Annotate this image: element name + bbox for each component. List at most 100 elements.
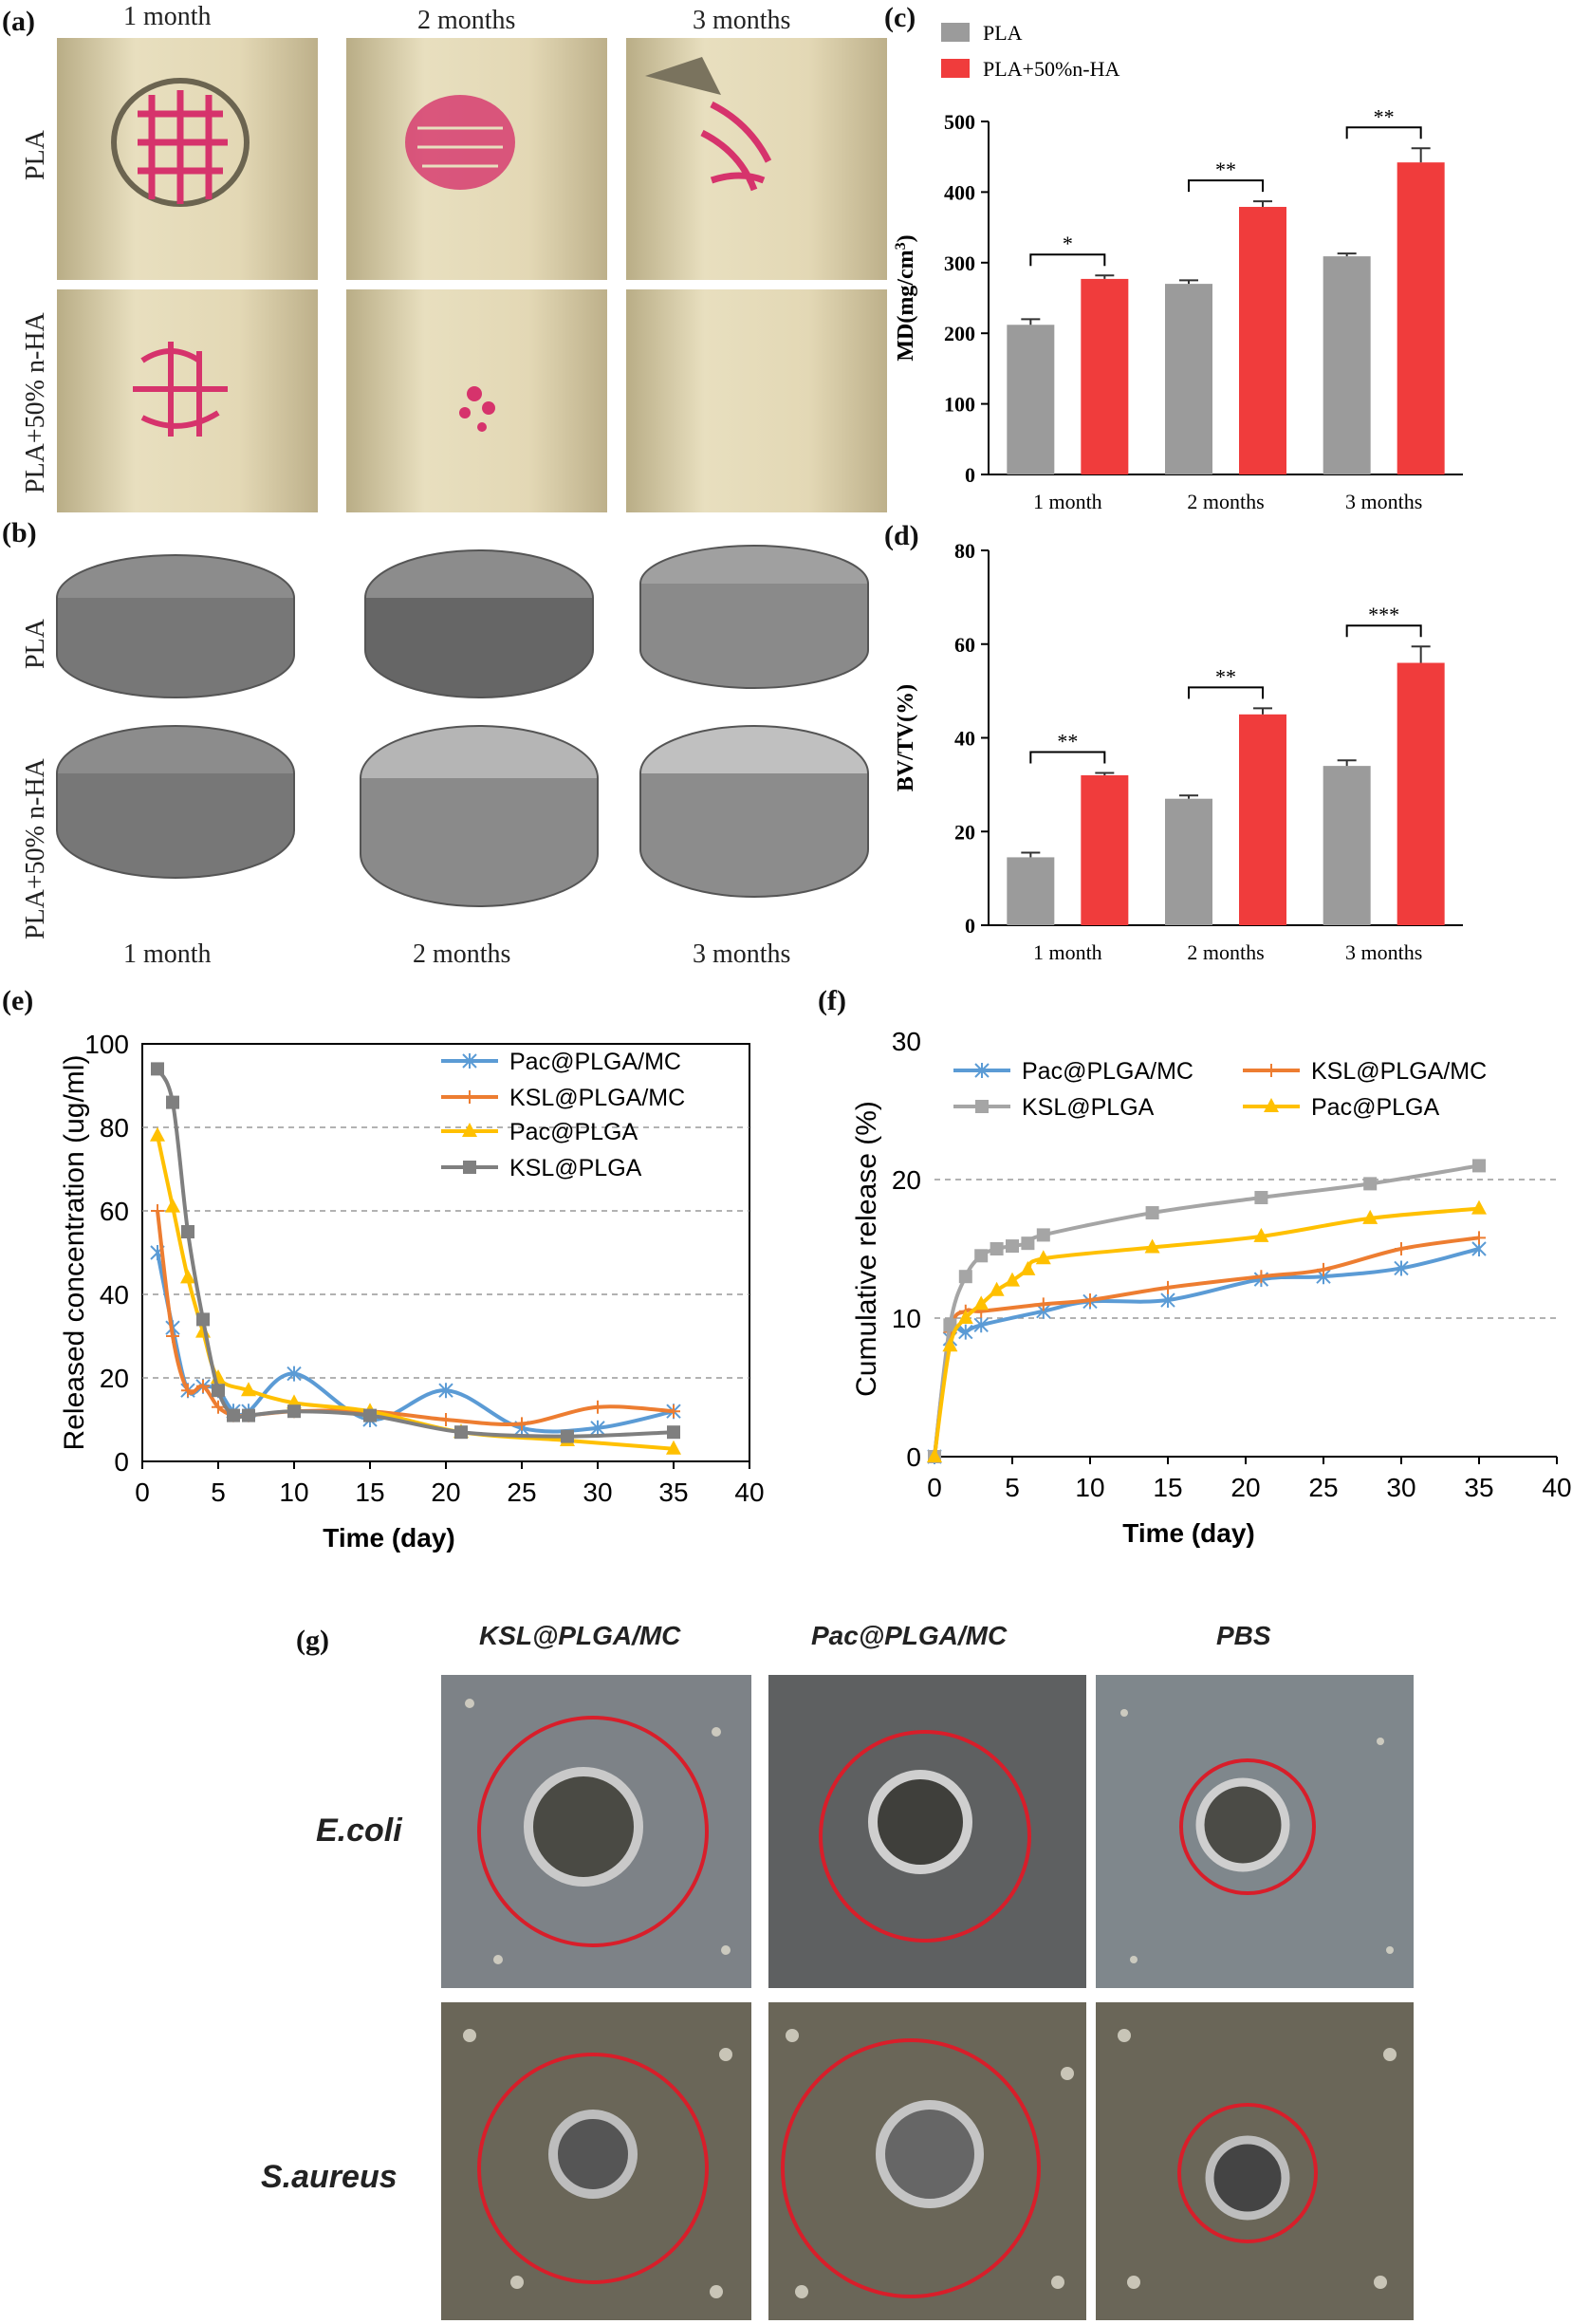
x-tick-label: 1 month (1033, 940, 1102, 964)
point (1020, 1260, 1036, 1275)
sig-bracket (1188, 686, 1264, 699)
y-tick-label: 40 (954, 727, 975, 751)
point (561, 1429, 574, 1443)
point (1471, 1199, 1487, 1215)
panel-label-d: (d) (884, 520, 919, 551)
series-line-0 (156, 1252, 675, 1434)
y-axis-label: Cumulative release (%) (851, 1101, 882, 1397)
bar-1-1 (1239, 207, 1286, 475)
plate-ecoli-ksl (441, 1675, 751, 1988)
point (515, 1417, 528, 1431)
point (196, 1379, 210, 1393)
plate-images (441, 1675, 1414, 2320)
col-label-a-3: 3 months (693, 6, 791, 35)
col-label-b-1: 1 month (123, 939, 212, 969)
point (438, 1383, 453, 1399)
plate-saureus-pac (768, 2002, 1086, 2320)
point (363, 1408, 377, 1422)
point (1036, 1297, 1050, 1311)
point (463, 1161, 476, 1174)
point (990, 1242, 1004, 1255)
ct-image-pla-1m (57, 38, 318, 280)
panel-label-b: (b) (2, 517, 37, 548)
sig-bracket (1345, 126, 1422, 139)
plate-ecoli-pac (768, 1675, 1086, 1988)
point (1253, 1227, 1269, 1242)
panel-label-e: (e) (2, 985, 34, 1016)
bar-1-0 (1081, 278, 1129, 474)
point (454, 1425, 468, 1440)
point (151, 1062, 164, 1076)
plate-col-pac-mc: Pac@PLGA/MC (811, 1621, 1008, 1650)
plate-col-ksl-mc: KSL@PLGA/MC (479, 1621, 681, 1650)
ct-image-plaha-2m (346, 289, 607, 512)
legend-label: Pac@PLGA (1311, 1094, 1439, 1121)
x-tick-label: 15 (1153, 1473, 1182, 1502)
col-label-b-2: 2 months (413, 939, 511, 969)
point (1006, 1239, 1019, 1254)
y-tick-label: 0 (114, 1447, 129, 1477)
point (181, 1384, 194, 1398)
point (1161, 1280, 1175, 1294)
plate-ecoli-pbs (1096, 1675, 1414, 1988)
point (1363, 1177, 1378, 1191)
point (943, 1318, 957, 1332)
point (591, 1400, 604, 1414)
x-tick-label: 20 (431, 1478, 460, 1507)
bar-0-2 (1323, 766, 1371, 925)
point (165, 1198, 180, 1213)
point (227, 1408, 240, 1422)
x-tick-label: 5 (211, 1478, 226, 1507)
point (958, 1270, 972, 1284)
x-tick-label: 40 (1542, 1473, 1571, 1502)
bar-0-1 (1165, 284, 1212, 474)
row-label-a-plaha: PLA+50% n-HA (21, 312, 50, 493)
x-tick-label: 25 (1308, 1473, 1338, 1502)
panel-label-f: (f) (818, 985, 846, 1016)
point (439, 1413, 453, 1426)
legend-swatch (941, 23, 970, 42)
legend-label: KSL@PLGA (509, 1155, 642, 1181)
y-axis-label: Released concentration (ug/ml) (59, 1055, 90, 1451)
y-tick-label: 60 (954, 633, 975, 657)
legend-swatch (941, 59, 970, 78)
x-tick-label: 35 (1464, 1473, 1493, 1502)
series-line-2 (156, 1135, 675, 1451)
x-axis-label: Time (day) (1122, 1518, 1255, 1548)
point (1160, 1292, 1175, 1309)
sig-bracket (1345, 624, 1422, 638)
point (462, 1123, 477, 1137)
plate-row-saureus: S.aureus (261, 2159, 398, 2195)
y-tick-label: 80 (954, 539, 975, 563)
x-tick-label: 30 (1386, 1473, 1415, 1502)
point (1472, 1159, 1486, 1173)
sig-bracket (1029, 253, 1106, 267)
point (1254, 1270, 1268, 1284)
point (1472, 1231, 1486, 1245)
point (180, 1269, 195, 1284)
y-tick-label: 80 (100, 1113, 129, 1143)
point (957, 1310, 973, 1324)
point (287, 1404, 301, 1419)
point (667, 1404, 680, 1419)
point (975, 1100, 989, 1113)
legend-label: KSL@PLGA/MC (509, 1085, 685, 1111)
col-label-b-3: 3 months (693, 939, 791, 969)
series-line-3 (156, 1068, 675, 1439)
bar-0-0 (1007, 857, 1055, 925)
ct-image-plaha-3m (626, 289, 887, 512)
x-tick-label: 0 (927, 1473, 942, 1502)
point (150, 1126, 165, 1142)
row-label-a-pla: PLA (21, 130, 50, 180)
point (1035, 1250, 1051, 1265)
point (1395, 1242, 1408, 1255)
point (212, 1384, 225, 1398)
row-label-b-pla: PLA (21, 619, 50, 669)
y-axis-label: BV/TV(%) (894, 684, 918, 791)
y-tick-label: 200 (944, 322, 975, 345)
x-axis-label: Time (day) (323, 1523, 455, 1552)
point (181, 1225, 194, 1238)
plate-saureus-ksl (441, 2002, 751, 2320)
point (242, 1408, 255, 1422)
x-tick-label: 1 month (1033, 490, 1102, 513)
